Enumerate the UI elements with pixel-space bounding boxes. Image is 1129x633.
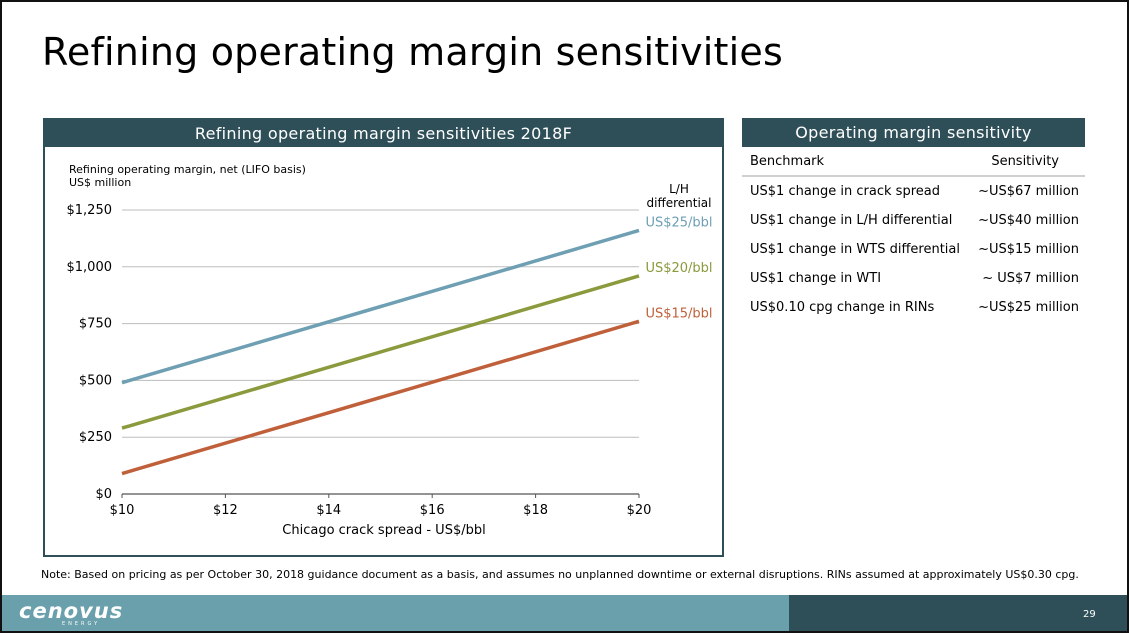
footnote: Note: Based on pricing as per October 30… bbox=[41, 568, 1079, 581]
x-tick-label: $10 bbox=[110, 503, 135, 518]
y-tick-label: $0 bbox=[95, 487, 112, 502]
table-row: US$1 change in WTI ~ US$7 million bbox=[742, 264, 1085, 293]
legend-title-line2: differential bbox=[647, 196, 712, 210]
chart-panel: Refining operating margin sensitivities … bbox=[43, 118, 724, 557]
y-tick-label: $250 bbox=[79, 430, 112, 445]
y-tick-labels: $0 $250 $500 $750 $1,000 $1,250 bbox=[67, 203, 113, 502]
y-tick-label: $500 bbox=[79, 373, 112, 388]
line-chart: Refining operating margin, net (LIFO bas… bbox=[67, 163, 713, 538]
x-tick-label: $18 bbox=[523, 503, 548, 518]
table-row: US$1 change in crack spread ~US$67 milli… bbox=[742, 177, 1085, 206]
y-axis-label-line1: Refining operating margin, net (LIFO bas… bbox=[69, 163, 306, 176]
row-benchmark: US$1 change in WTS differential bbox=[750, 242, 960, 257]
row-sensitivity: ~US$67 million bbox=[978, 184, 1079, 199]
x-tick-label: $16 bbox=[420, 503, 445, 518]
y-tick-label: $1,000 bbox=[67, 260, 113, 275]
row-sensitivity: ~ US$7 million bbox=[982, 271, 1079, 286]
row-benchmark: US$1 change in crack spread bbox=[750, 184, 940, 199]
y-tick-label: $1,250 bbox=[67, 203, 113, 218]
column-header-sensitivity: Sensitivity bbox=[991, 153, 1059, 169]
x-tick-label: $20 bbox=[627, 503, 652, 518]
series-label: US$15/bbl bbox=[645, 306, 712, 321]
series-label: US$20/bbl bbox=[645, 261, 712, 276]
sensitivity-table: Operating margin sensitivity Benchmark S… bbox=[742, 118, 1085, 322]
row-sensitivity: ~US$25 million bbox=[978, 300, 1079, 315]
page-number: 29 bbox=[1083, 609, 1096, 620]
x-tick-label: $12 bbox=[213, 503, 238, 518]
page-title: Refining operating margin sensitivities bbox=[42, 30, 783, 74]
row-sensitivity: ~US$40 million bbox=[978, 213, 1079, 228]
series-label: US$25/bbl bbox=[645, 215, 712, 230]
table-header: Operating margin sensitivity bbox=[742, 118, 1085, 147]
row-benchmark: US$1 change in L/H differential bbox=[750, 213, 953, 228]
column-header-benchmark: Benchmark bbox=[750, 153, 825, 169]
y-axis-label-line2: US$ million bbox=[69, 176, 131, 189]
cenovus-logo: cenovus bbox=[19, 599, 124, 623]
row-benchmark: US$1 change in WTI bbox=[750, 271, 882, 286]
footer-bar-dark bbox=[789, 595, 1127, 631]
table-row: US$0.10 cpg change in RINs ~US$25 millio… bbox=[742, 293, 1085, 322]
x-tick-labels: $10 $12 $14 $16 $18 $20 bbox=[110, 494, 652, 518]
series-labels: US$25/bbl US$20/bbl US$15/bbl bbox=[645, 215, 712, 321]
series-line bbox=[121, 274, 640, 430]
y-tick-label: $750 bbox=[79, 317, 112, 332]
row-sensitivity: ~US$15 million bbox=[978, 242, 1079, 257]
series-lines bbox=[121, 228, 640, 476]
table-row: US$1 change in L/H differential ~US$40 m… bbox=[742, 206, 1085, 235]
grid-lines bbox=[122, 209, 639, 495]
series-line bbox=[121, 228, 640, 385]
legend-title-line1: L/H bbox=[669, 182, 689, 196]
x-tick-label: $14 bbox=[316, 503, 341, 518]
cenovus-logo-subtext: ENERGY bbox=[62, 621, 101, 627]
chart-panel-header: Refining operating margin sensitivities … bbox=[45, 120, 722, 147]
row-benchmark: US$0.10 cpg change in RINs bbox=[750, 300, 935, 315]
series-line bbox=[121, 319, 640, 476]
table-column-headers: Benchmark Sensitivity bbox=[742, 147, 1085, 177]
x-axis-label: Chicago crack spread - US$/bbl bbox=[282, 523, 485, 538]
table-row: US$1 change in WTS differential ~US$15 m… bbox=[742, 235, 1085, 264]
